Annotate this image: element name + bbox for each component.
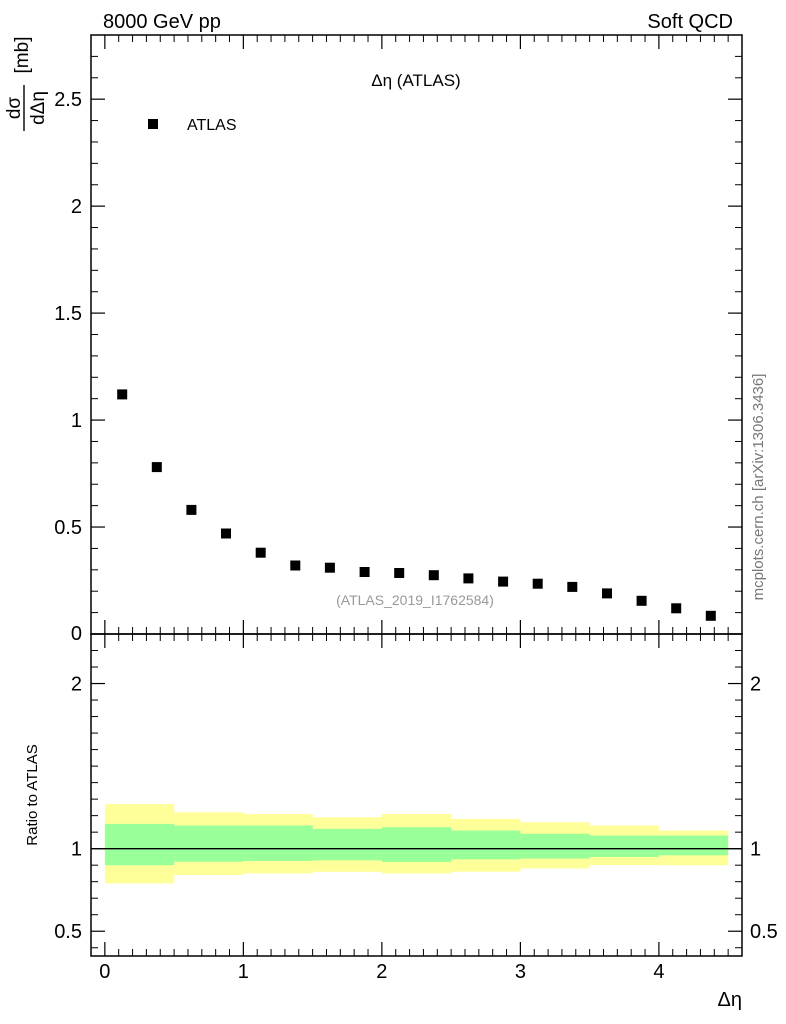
ratio-ytick-label-left-1: 1 xyxy=(71,839,82,861)
ratio-ytick-label-right-0: 0.5 xyxy=(750,921,778,943)
side-label: mcplots.cern.ch [arXiv:1306.3436] xyxy=(750,374,767,601)
ratio-plot-marks xyxy=(91,804,742,884)
ratio-ytick-label-right-2: 2 xyxy=(750,674,761,696)
main-ytick-label-3: 1.5 xyxy=(54,303,82,325)
main-axes: 0 0.5 1 1.5 2 2.5 xyxy=(54,35,742,645)
data-point-15 xyxy=(636,595,647,606)
data-point-17 xyxy=(705,610,716,621)
xtick-label-0: 0 xyxy=(99,961,110,983)
data-point-3 xyxy=(221,528,231,539)
main-ytick-label-0: 0 xyxy=(71,623,82,645)
ylabel-numerator: dσ xyxy=(4,97,25,120)
data-point-9 xyxy=(428,570,439,581)
ratio-band-green-inner-4 xyxy=(381,827,452,862)
data-point-5 xyxy=(290,560,301,571)
data-point-10 xyxy=(463,573,474,584)
data-point-16 xyxy=(671,603,682,614)
analysis-label: (ATLAS_2019_I1762584) xyxy=(336,592,494,608)
main-ytick-label-2: 1 xyxy=(71,410,82,432)
ratio-ytick-label-right-1: 1 xyxy=(750,839,761,861)
ratio-ytick-label-left-2: 2 xyxy=(71,674,82,696)
xtick-label-1: 1 xyxy=(238,961,249,983)
ylabel-denominator: dΔη xyxy=(28,91,49,125)
legend-marker-atlas xyxy=(148,119,158,129)
main-plot-marks xyxy=(117,389,716,621)
data-point-6 xyxy=(324,562,335,573)
ratio-band-green-inner-5 xyxy=(451,830,521,860)
data-point-8 xyxy=(394,568,405,578)
ylabel-unit: [mb] xyxy=(12,37,33,74)
main-panel: 0 0.5 1 1.5 2 2.5 Δη (ATLAS) (ATLAS_2019_I176… xyxy=(4,34,743,645)
xtick-label-2: 2 xyxy=(376,961,387,983)
ratio-band-green-inner-3 xyxy=(312,828,382,861)
ratio-band-green-inner-7 xyxy=(589,835,659,857)
ratio-frame xyxy=(90,633,743,957)
ratio-axes: 0.5 0.5 1 1 2 2 0 1 2 3 4 xyxy=(54,634,778,983)
data-point-0 xyxy=(117,389,128,400)
main-ytick-label-1: 0.5 xyxy=(54,517,82,539)
data-point-14 xyxy=(602,588,612,599)
ratio-band-green-inner-6 xyxy=(520,833,590,859)
data-point-1 xyxy=(151,462,162,473)
ratio-panel: 0.5 0.5 1 1 2 2 0 1 2 3 4 Ratio to ATLAS Δη xyxy=(24,633,778,1011)
ratio-band-green-inner-8 xyxy=(658,835,729,856)
main-title: Δη (ATLAS) xyxy=(371,71,460,90)
data-point-13 xyxy=(567,581,578,592)
main-ytick-label-5: 2.5 xyxy=(54,89,82,111)
xtick-label-4: 4 xyxy=(653,961,664,983)
data-point-4 xyxy=(255,547,266,558)
x-axis-label: Δη xyxy=(718,989,742,1011)
data-point-11 xyxy=(498,576,509,587)
ratio-ylabel: Ratio to ATLAS xyxy=(24,744,41,845)
process-label: Soft QCD xyxy=(647,11,733,33)
main-ytick-label-4: 2 xyxy=(71,196,82,218)
y-axis-label: dσ dΔη [mb] xyxy=(4,37,49,131)
data-point-2 xyxy=(186,504,197,515)
ratio-band-green-inner-0 xyxy=(104,823,175,866)
data-point-7 xyxy=(359,567,370,577)
legend-label-atlas: ATLAS xyxy=(187,117,237,134)
legend: ATLAS xyxy=(148,117,237,134)
data-point-12 xyxy=(532,578,543,589)
energy-label: 8000 GeV pp xyxy=(103,11,221,33)
xtick-label-3: 3 xyxy=(515,961,526,983)
ratio-ytick-label-left-0: 0.5 xyxy=(54,921,82,943)
ratio-band-green-inner-2 xyxy=(243,825,313,861)
ratio-band-green-inner-1 xyxy=(174,825,244,862)
